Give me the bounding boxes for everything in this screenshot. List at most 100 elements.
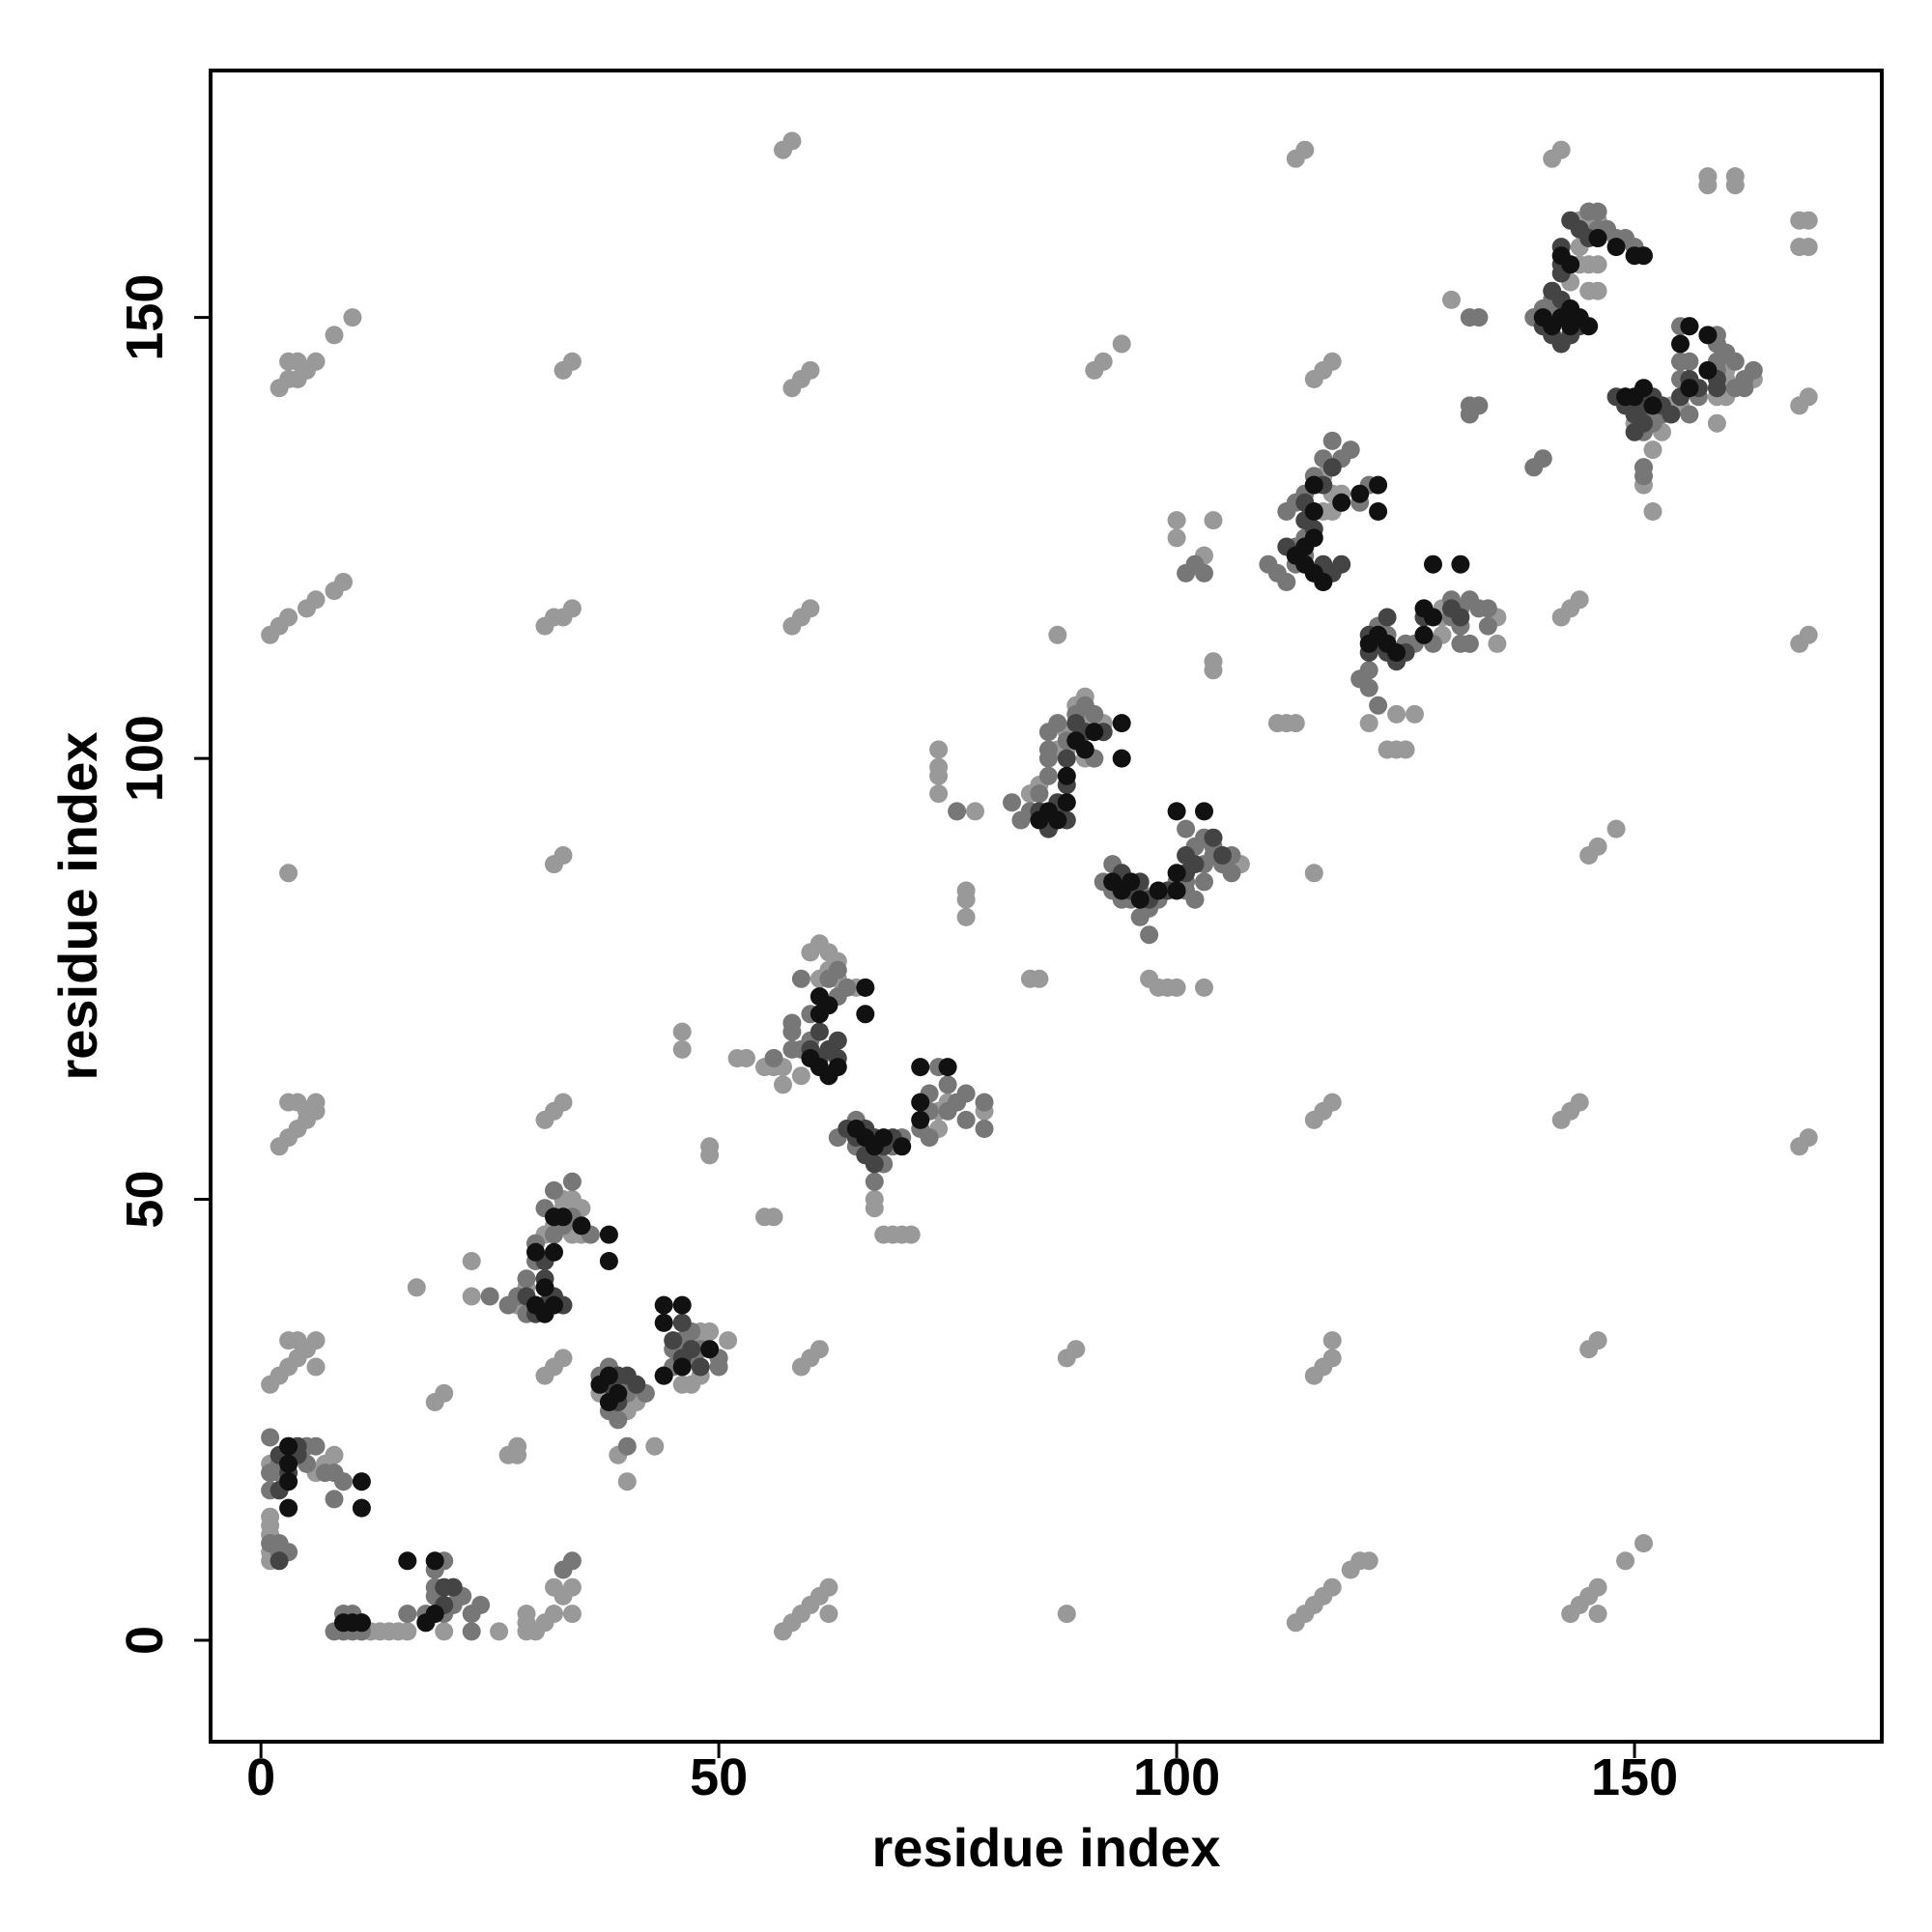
data-point [654, 1313, 673, 1332]
data-point [279, 608, 298, 627]
data-point [691, 1357, 710, 1377]
data-point [1643, 440, 1662, 460]
data-point [911, 1093, 930, 1112]
data-point [1424, 608, 1442, 627]
data-point [1460, 405, 1479, 424]
data-point [306, 590, 326, 610]
data-point [645, 1436, 665, 1456]
data-point [1322, 1349, 1342, 1368]
data-point [480, 1287, 499, 1306]
data-point [1725, 379, 1745, 398]
data-point [1195, 872, 1213, 892]
data-point [572, 1216, 591, 1236]
data-point [1112, 714, 1131, 733]
data-point [325, 326, 344, 345]
data-point [343, 308, 362, 327]
data-point [1671, 334, 1690, 354]
data-point [1314, 573, 1333, 591]
data-point [1332, 493, 1351, 512]
data-point [1451, 554, 1470, 574]
data-point [828, 1058, 847, 1077]
data-point [1048, 625, 1067, 644]
data-point [1378, 608, 1397, 627]
data-point [1048, 714, 1067, 733]
data-point [1533, 449, 1552, 469]
data-point [1799, 387, 1818, 407]
data-point [1414, 625, 1434, 644]
data-point [764, 1208, 783, 1227]
data-point [1424, 554, 1442, 574]
data-point [1167, 511, 1186, 530]
x-tick-label: 100 [1133, 1748, 1220, 1806]
data-point [1222, 864, 1241, 883]
data-point [1369, 475, 1388, 495]
data-point [1799, 238, 1818, 257]
data-point [1460, 634, 1479, 653]
data-point [929, 784, 949, 804]
data-point [1671, 352, 1690, 371]
data-point [810, 1340, 829, 1359]
data-point [672, 1039, 692, 1059]
data-point [975, 1093, 994, 1112]
data-point [1698, 176, 1718, 195]
data-point [856, 1005, 875, 1024]
data-point [1680, 317, 1699, 336]
data-point [1030, 969, 1049, 988]
plot-frame [209, 69, 1884, 1744]
data-point [819, 996, 838, 1015]
y-tick-label: 0 [116, 1626, 174, 1655]
data-point [1003, 793, 1021, 812]
data-point [1304, 864, 1323, 883]
y-tick-label: 50 [116, 1171, 174, 1229]
data-point [1634, 458, 1653, 477]
data-point [462, 1252, 481, 1270]
data-point [1396, 740, 1415, 759]
data-point [1588, 837, 1607, 856]
data-point [1322, 352, 1342, 371]
data-point [306, 1093, 326, 1112]
data-point [425, 1551, 444, 1571]
data-point [1707, 413, 1726, 433]
data-point [1030, 784, 1049, 804]
data-point [782, 1013, 802, 1033]
data-point [838, 978, 857, 997]
data-point [1195, 563, 1213, 582]
data-point [325, 1445, 344, 1464]
data-point [1177, 819, 1196, 838]
data-point [1057, 749, 1076, 768]
data-point [1130, 890, 1150, 909]
data-point [1561, 255, 1580, 274]
data-point [801, 599, 820, 618]
data-point [398, 1551, 417, 1571]
data-point [545, 1242, 563, 1262]
data-point [462, 1287, 481, 1306]
y-axis-title: residue index [47, 731, 108, 1080]
data-point [261, 1428, 280, 1447]
data-point [1057, 793, 1076, 812]
data-point [1167, 978, 1186, 997]
data-point [1478, 616, 1497, 636]
y-tick-label: 100 [116, 715, 174, 802]
y-axis: 0 50 100 150 [116, 274, 213, 1655]
data-point [1038, 766, 1058, 785]
data-point [1588, 1331, 1607, 1350]
data-point [554, 846, 573, 865]
data-point [508, 1445, 527, 1464]
data-point [1304, 528, 1323, 548]
data-point [1085, 704, 1104, 724]
data-point [865, 1172, 884, 1191]
data-point [261, 1507, 280, 1526]
data-point [599, 1366, 618, 1385]
data-point [490, 1622, 509, 1641]
data-point [471, 1596, 491, 1614]
data-point [1167, 528, 1186, 548]
data-point [1322, 1331, 1342, 1350]
data-point [1616, 1551, 1635, 1571]
data-point [672, 1357, 692, 1377]
data-point [828, 960, 847, 980]
data-point [352, 1613, 371, 1633]
data-point [435, 1622, 454, 1641]
data-point [545, 1180, 563, 1200]
data-point [270, 1551, 289, 1571]
